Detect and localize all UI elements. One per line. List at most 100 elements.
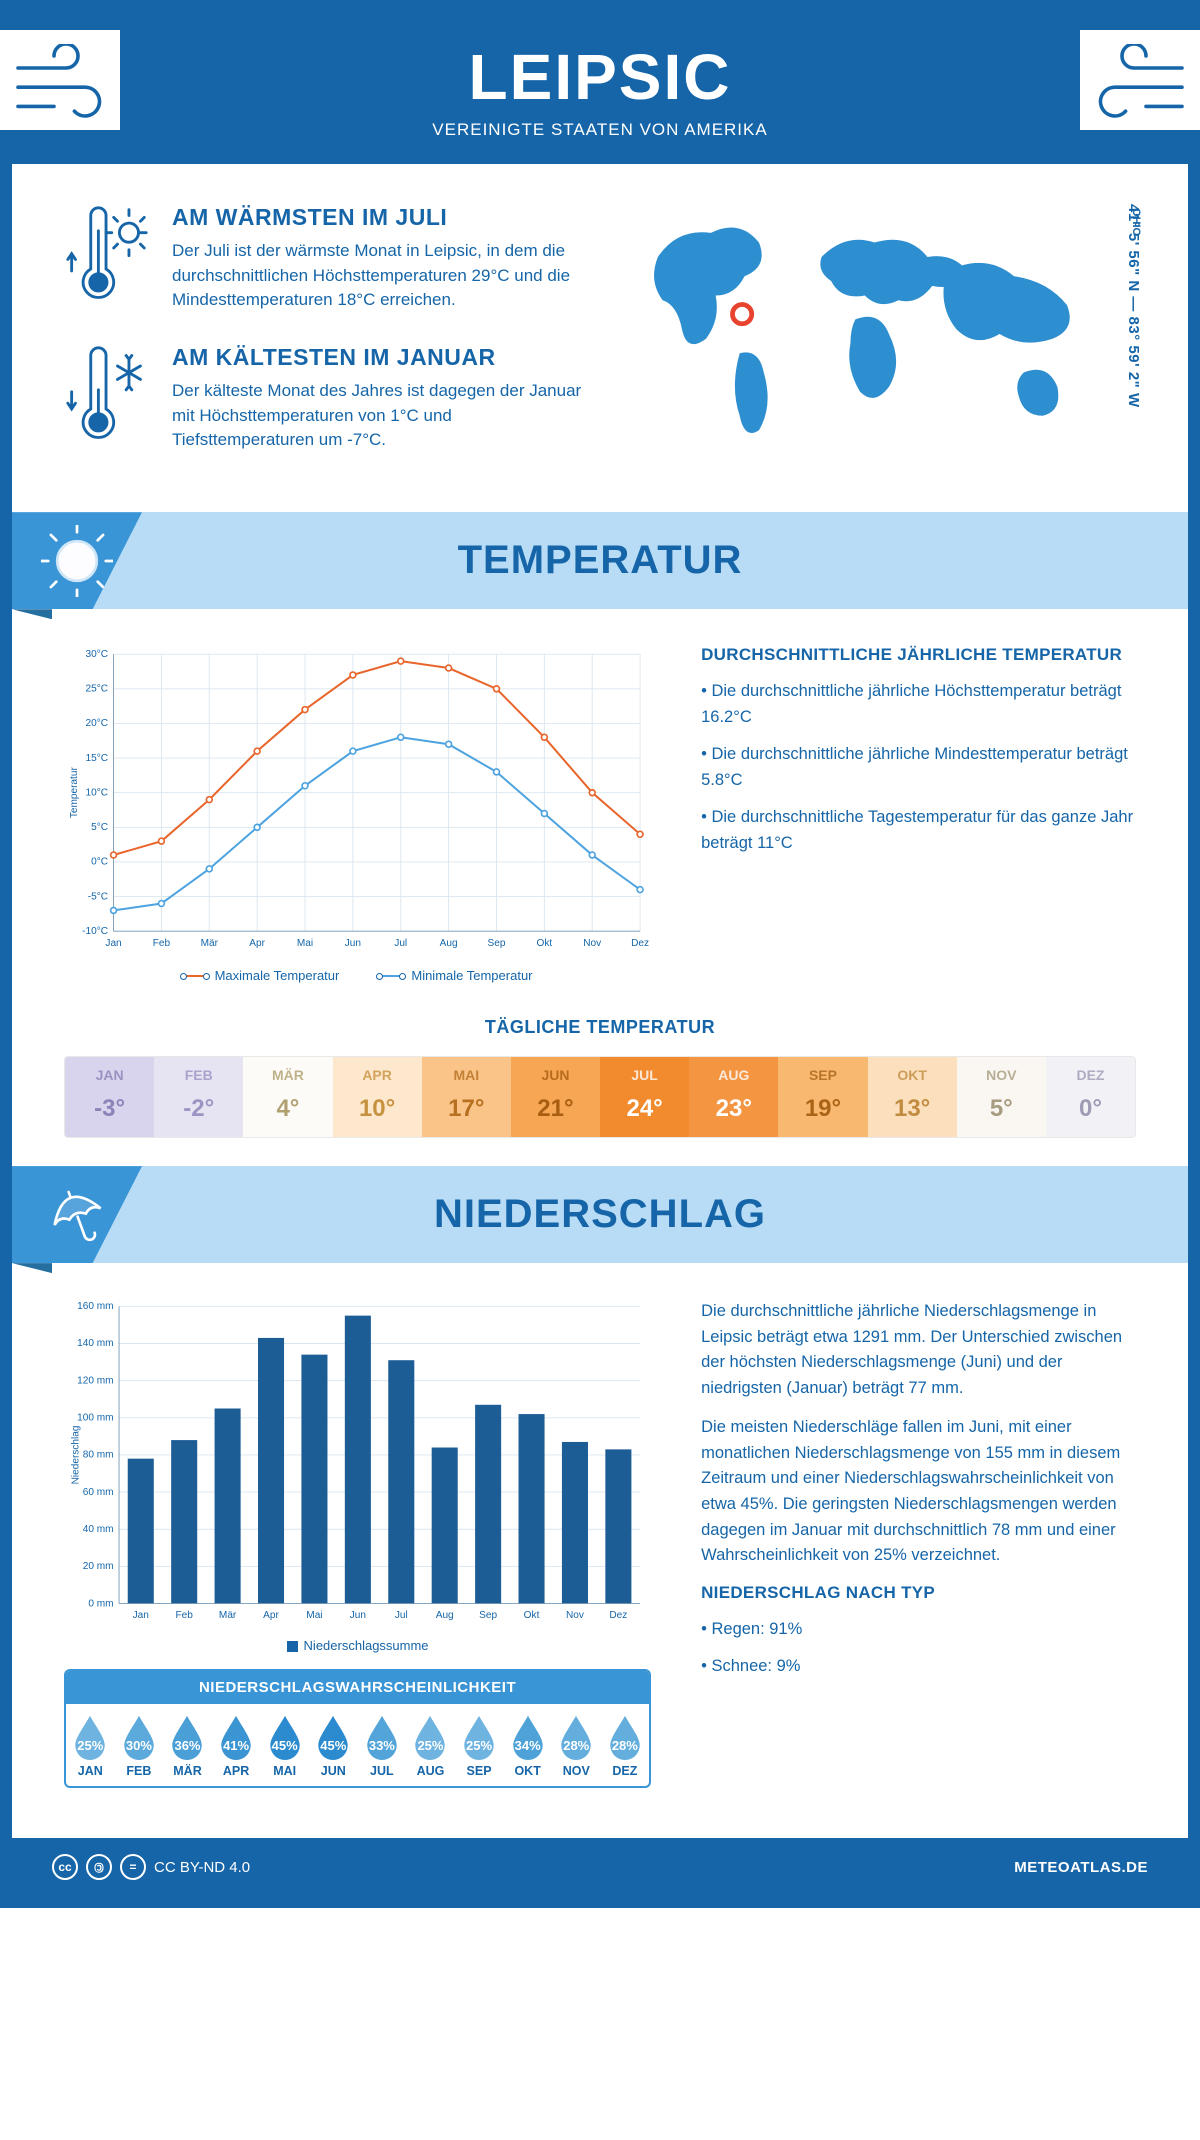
license: cc 🄯 = CC BY-ND 4.0 [52, 1854, 250, 1880]
precip-prob-title: NIEDERSCHLAGSWAHRSCHEINLICHKEIT [66, 1671, 649, 1704]
svg-text:Jan: Jan [105, 938, 121, 949]
temp-chart-col: -10°C-5°C0°C5°C10°C15°C20°C25°C30°CJanFe… [64, 645, 651, 983]
precip-chart-col: 0 mm 20 mm 40 mm 60 mm 80 mm 100 mm 120 mm 140 … [64, 1299, 651, 1788]
thermometer-snow-icon [64, 344, 150, 454]
svg-text:Dez: Dez [631, 938, 649, 949]
prob-cell: 45%MAI [260, 1704, 309, 1786]
svg-text:Feb: Feb [153, 938, 171, 949]
temp-cell: JUN21° [511, 1057, 600, 1137]
footer: cc 🄯 = CC BY-ND 4.0 METEOATLAS.DE [12, 1838, 1188, 1896]
svg-text:40 mm: 40 mm [83, 1524, 114, 1535]
svg-text:100 mm: 100 mm [77, 1413, 113, 1424]
precip-row: 0 mm 20 mm 40 mm 60 mm 80 mm 100 mm 120 mm 140 … [64, 1299, 1136, 1788]
intro-row: AM WÄRMSTEN IM JULI Der Juli ist der wär… [64, 204, 1136, 484]
temp-cell: JAN-3° [65, 1057, 154, 1137]
content: AM WÄRMSTEN IM JULI Der Juli ist der wär… [12, 164, 1188, 1798]
svg-text:30°C: 30°C [86, 649, 109, 660]
prob-cell: 36%MÄR [163, 1704, 212, 1786]
temp-cell: MÄR4° [243, 1057, 332, 1137]
svg-text:Dez: Dez [609, 1610, 627, 1621]
temp-cell: APR10° [333, 1057, 422, 1137]
section-precip-title: NIEDERSCHLAG [434, 1192, 766, 1236]
section-header-precip: NIEDERSCHLAG [12, 1166, 1188, 1263]
svg-text:5°C: 5°C [91, 822, 108, 833]
prob-cell: 25%AUG [406, 1704, 455, 1786]
precip-legend: Niederschlagssumme [64, 1638, 651, 1653]
svg-text:Jul: Jul [394, 938, 407, 949]
cc-icon: cc [52, 1854, 78, 1880]
temp-row: -10°C-5°C0°C5°C10°C15°C20°C25°C30°CJanFe… [64, 645, 1136, 983]
precip-text-col: Die durchschnittliche jährliche Niedersc… [701, 1299, 1136, 1788]
precip-probability-panel: NIEDERSCHLAGSWAHRSCHEINLICHKEIT 25%JAN30… [64, 1669, 651, 1788]
svg-text:Sep: Sep [479, 1610, 497, 1621]
precip-type-heading: NIEDERSCHLAG NACH TYP [701, 1583, 1136, 1603]
svg-text:80 mm: 80 mm [83, 1450, 114, 1461]
prob-cell: 25%SEP [455, 1704, 504, 1786]
infographic-page: LEIPSIC VEREINIGTE STAATEN VON AMERIKA A… [0, 0, 1200, 1908]
svg-text:20°C: 20°C [86, 718, 109, 729]
svg-text:160 mm: 160 mm [77, 1301, 113, 1312]
page-subtitle: VEREINIGTE STAATEN VON AMERIKA [52, 120, 1148, 140]
svg-text:25°C: 25°C [86, 684, 109, 695]
section-header-temp: TEMPERATUR [12, 512, 1188, 609]
svg-text:Aug: Aug [440, 938, 458, 949]
hero-banner: LEIPSIC VEREINIGTE STAATEN VON AMERIKA [12, 12, 1188, 164]
temp-cell: DEZ0° [1046, 1057, 1135, 1137]
umbrella-icon [12, 1166, 142, 1263]
fact-warm-title: AM WÄRMSTEN IM JULI [172, 204, 597, 231]
prob-cell: 30%FEB [115, 1704, 164, 1786]
svg-text:Apr: Apr [249, 938, 265, 949]
nd-icon: = [120, 1854, 146, 1880]
prob-cell: 34%OKT [503, 1704, 552, 1786]
temp-cell: OKT13° [868, 1057, 957, 1137]
svg-text:0 mm: 0 mm [88, 1598, 113, 1609]
prob-cell: 25%JAN [66, 1704, 115, 1786]
temperature-line-chart: -10°C-5°C0°C5°C10°C15°C20°C25°C30°CJanFe… [64, 645, 651, 957]
temp-cell: JUL24° [600, 1057, 689, 1137]
fact-coldest: AM KÄLTESTEN IM JANUAR Der kälteste Mona… [64, 344, 597, 454]
svg-text:Jan: Jan [133, 1610, 149, 1621]
temp-bullets: • Die durchschnittliche jährliche Höchst… [701, 679, 1136, 856]
svg-text:Aug: Aug [436, 1610, 454, 1621]
prob-cell: 28%DEZ [601, 1704, 650, 1786]
svg-text:Temperatur: Temperatur [69, 767, 80, 819]
svg-text:Sep: Sep [488, 938, 506, 949]
section-temp-title: TEMPERATUR [458, 538, 743, 582]
svg-text:-5°C: -5°C [88, 892, 108, 903]
svg-text:Jun: Jun [350, 1610, 366, 1621]
precipitation-bar-chart: 0 mm 20 mm 40 mm 60 mm 80 mm 100 mm 120 mm 140 … [64, 1299, 651, 1629]
world-map-panel: OHIO 41° 5' 56" N — 83° 59' 2" W [629, 204, 1136, 484]
daily-temperature-table: JAN-3°FEB-2°MÄR4°APR10°MAI17°JUN21°JUL24… [64, 1056, 1136, 1138]
precip-type-bullets: • Regen: 91%• Schnee: 9% [701, 1617, 1136, 1680]
temp-avg-heading: DURCHSCHNITTLICHE JÄHRLICHE TEMPERATUR [701, 645, 1136, 665]
svg-text:60 mm: 60 mm [83, 1487, 114, 1498]
fact-warmest: AM WÄRMSTEN IM JULI Der Juli ist der wär… [64, 204, 597, 314]
prob-cell: 41%APR [212, 1704, 261, 1786]
page-title: LEIPSIC [52, 40, 1148, 114]
prob-cell: 45%JUN [309, 1704, 358, 1786]
fact-cold-title: AM KÄLTESTEN IM JANUAR [172, 344, 597, 371]
by-icon: 🄯 [86, 1854, 112, 1880]
wind-deco-right [1080, 30, 1200, 130]
svg-text:Okt: Okt [524, 1610, 540, 1621]
svg-text:Jun: Jun [345, 938, 361, 949]
temp-cell: FEB-2° [154, 1057, 243, 1137]
svg-text:Mär: Mär [219, 1610, 237, 1621]
intro-facts: AM WÄRMSTEN IM JULI Der Juli ist der wär… [64, 204, 597, 484]
wind-deco-left [0, 30, 120, 130]
daily-temp-title: TÄGLICHE TEMPERATUR [64, 1017, 1136, 1038]
temp-text-col: DURCHSCHNITTLICHE JÄHRLICHE TEMPERATUR •… [701, 645, 1136, 983]
precip-p2: Die meisten Niederschläge fallen im Juni… [701, 1415, 1136, 1568]
svg-text:120 mm: 120 mm [77, 1376, 113, 1387]
temp-cell: NOV5° [957, 1057, 1046, 1137]
thermometer-sun-icon [64, 204, 150, 314]
sun-icon [12, 512, 142, 609]
svg-text:Niederschlag: Niederschlag [71, 1426, 82, 1485]
temp-cell: MAI17° [422, 1057, 511, 1137]
svg-text:0°C: 0°C [91, 857, 108, 868]
svg-text:Okt: Okt [537, 938, 553, 949]
svg-text:-10°C: -10°C [82, 926, 108, 937]
svg-text:20 mm: 20 mm [83, 1561, 114, 1572]
fact-cold-text: Der kälteste Monat des Jahres ist dagege… [172, 379, 597, 453]
svg-text:140 mm: 140 mm [77, 1338, 113, 1349]
